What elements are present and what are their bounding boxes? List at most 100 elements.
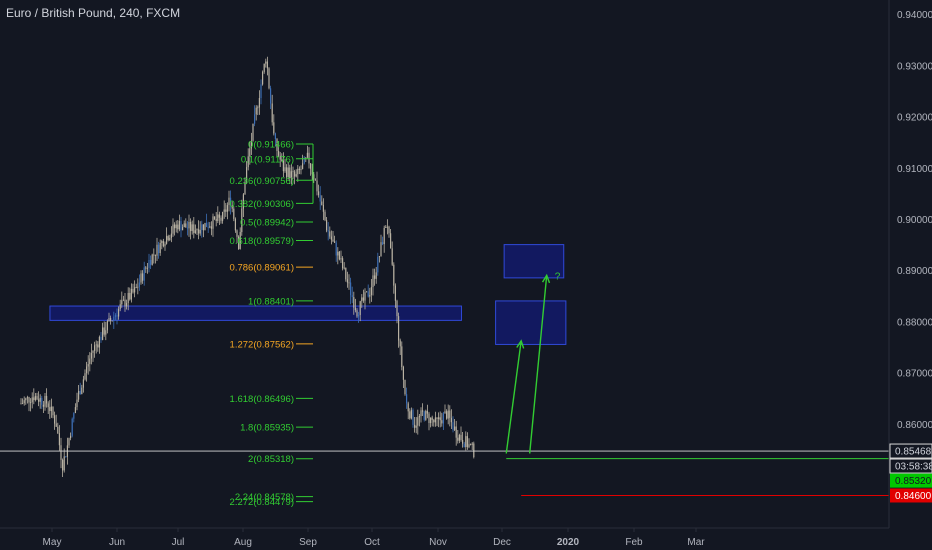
candle-body: [321, 201, 323, 205]
candle-body: [257, 107, 259, 109]
candle-body: [134, 287, 136, 293]
x-tick-label: May: [43, 537, 62, 548]
candle-body: [444, 411, 446, 414]
candle-body: [260, 84, 262, 99]
candle-body: [442, 413, 444, 424]
candle-body: [84, 373, 86, 380]
candle-body: [223, 209, 225, 212]
candle-body: [100, 336, 102, 340]
candle-body: [146, 267, 148, 269]
stop-price-badge-bg: [890, 488, 932, 503]
fib-level-label: 2.272(0.84479): [230, 497, 294, 508]
candle-body: [262, 71, 264, 85]
candle-body: [113, 316, 115, 321]
candle-body: [358, 314, 360, 317]
candle-body: [159, 242, 161, 254]
candle-body: [30, 402, 32, 404]
candle-body: [94, 345, 96, 351]
price-zone-rect[interactable]: [503, 244, 565, 279]
candle-body: [255, 107, 257, 115]
candle-body: [466, 436, 468, 448]
candle-body: [217, 214, 219, 221]
candle-body: [337, 251, 339, 256]
candle-body: [391, 248, 393, 265]
fib-level-label: 0.5(0.89942): [240, 217, 294, 228]
candle-body: [225, 209, 227, 212]
candle-body: [175, 224, 177, 229]
candle-body: [55, 423, 57, 427]
zone-layer[interactable]: [49, 244, 567, 345]
y-tick-label: 0.90000: [897, 215, 932, 226]
candle-body: [238, 236, 240, 249]
candle-body: [102, 327, 104, 340]
x-tick-label: Nov: [429, 537, 447, 548]
x-tick-label: Sep: [299, 537, 317, 548]
current-price-badge-bg: [889, 443, 932, 459]
candle-body: [458, 434, 460, 441]
candle-body: [28, 397, 30, 403]
price-axis[interactable]: 0.94000 0.93000 0.92000 0.91000 0.90000 0.890…: [897, 10, 932, 431]
candle-body: [439, 417, 441, 421]
candle-body: [366, 291, 368, 293]
projection-arrow-1[interactable]: [505, 340, 522, 454]
candle-body: [332, 239, 334, 242]
candle-body: [310, 163, 312, 169]
candle-body: [398, 316, 400, 341]
candle-body: [79, 390, 81, 395]
candle-body: [361, 297, 363, 302]
candle-body: [242, 194, 244, 209]
candle-body: [190, 221, 192, 232]
fib-level-label: 2(0.85318): [248, 454, 294, 465]
candle-body: [254, 114, 256, 124]
candle-body: [62, 459, 64, 471]
candle-body: [158, 244, 160, 254]
candle-body: [97, 344, 99, 348]
candle-body: [150, 260, 152, 265]
candle-body: [276, 139, 278, 152]
time-axis[interactable]: May Jun Jul Aug Sep Oct Nov Dec 2020 Feb Mar: [43, 528, 706, 548]
candle-body: [154, 254, 156, 256]
target-price-badge-label: 0.85320: [895, 476, 932, 487]
fib-level-label: 2.24(0.84578): [235, 492, 294, 503]
candle-body: [343, 267, 345, 269]
candle-body: [401, 346, 403, 367]
candle-body: [164, 243, 166, 247]
candle-body: [340, 258, 342, 260]
candle-body: [452, 422, 454, 430]
candle-body: [362, 297, 364, 301]
candle-body: [110, 317, 112, 321]
candle-body: [89, 358, 91, 365]
projection-arrow-2[interactable]: [528, 275, 548, 454]
candle-body: [426, 410, 428, 414]
candle-body: [460, 434, 462, 440]
candle-body: [233, 208, 235, 219]
candle-body: [71, 418, 73, 436]
horizontal-lines[interactable]: [0, 450, 889, 496]
candle-body: [350, 282, 352, 296]
fibonacci-extension[interactable]: 0(0.91466) 0.1(0.91176) 0.236(0.90756) 0.38…: [230, 139, 314, 508]
candle-body: [166, 236, 168, 244]
candle-body: [162, 241, 164, 247]
candle-body: [390, 233, 392, 249]
candle-body: [82, 379, 84, 388]
candle-body: [428, 413, 430, 424]
candle-body: [194, 230, 196, 234]
candle-body: [226, 205, 228, 212]
candle-body: [409, 411, 411, 419]
candle-body: [263, 63, 265, 72]
price-zone-rect[interactable]: [49, 305, 462, 321]
candle-body: [201, 224, 203, 230]
candle-body: [273, 122, 275, 134]
candle-body: [380, 242, 382, 257]
candle-body: [348, 282, 350, 284]
candle-body: [38, 399, 40, 402]
candle-body: [399, 340, 401, 347]
candle-body: [268, 68, 270, 89]
fib-level-label: 1.618(0.86496): [230, 394, 294, 405]
candle-body: [126, 302, 128, 307]
candle-body: [319, 195, 321, 202]
projection-arrows[interactable]: ?: [505, 271, 561, 454]
candle-body: [290, 171, 292, 179]
price-zone-rect[interactable]: [495, 300, 567, 345]
